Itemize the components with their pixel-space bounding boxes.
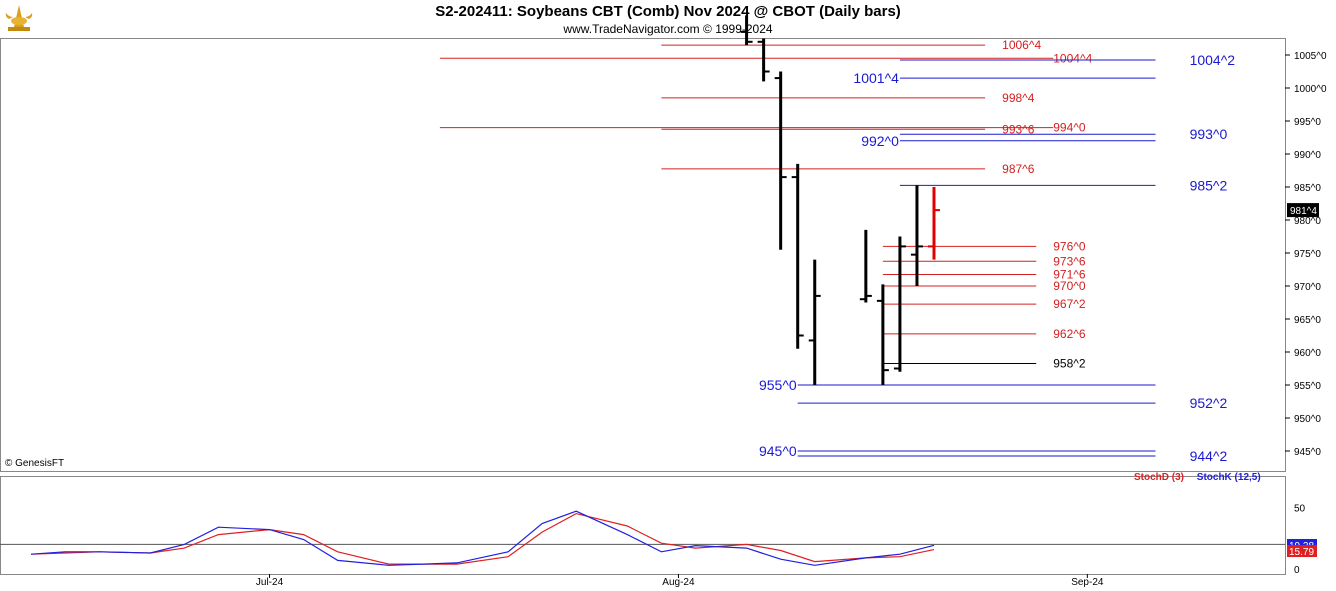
level-label: 993^0 xyxy=(1190,126,1228,142)
stoch-k-line xyxy=(30,510,935,566)
price-tick-label: 1005^0 xyxy=(1294,51,1327,62)
level-label: 952^2 xyxy=(1190,395,1228,411)
stoch-k-legend: StochK (12,5) xyxy=(1196,472,1261,483)
level-label: 955^0 xyxy=(759,377,797,393)
price-tick-label: 975^0 xyxy=(1294,249,1321,260)
level-label: 1004^4 xyxy=(1053,51,1092,65)
title-bar: S2-202411: Soybeans CBT (Comb) Nov 2024 … xyxy=(0,0,1336,38)
copyright-label: © GenesisFT xyxy=(5,458,65,469)
level-label: 944^2 xyxy=(1190,448,1228,464)
level-label: 994^0 xyxy=(1053,121,1086,135)
price-tick-label: 990^0 xyxy=(1294,150,1321,161)
golden-bull-icon xyxy=(5,5,33,31)
time-axis: Jul-24 Aug-24 Sep-24 xyxy=(256,574,1104,588)
price-axis: 1005^0 1000^0 995^0 990^0 985^0 980^0 975^0 970… xyxy=(1285,51,1327,458)
stoch-panel-frame xyxy=(0,476,1286,575)
last-price-label: 981^4 xyxy=(1290,206,1317,217)
price-tick-label: 1000^0 xyxy=(1294,84,1327,95)
price-tick-label: 980^0 xyxy=(1294,216,1321,227)
price-panel-frame xyxy=(0,38,1286,472)
stoch-tick-label: 50 xyxy=(1294,504,1306,515)
level-label: 971^6 xyxy=(1053,267,1086,281)
price-tick-label: 995^0 xyxy=(1294,117,1321,128)
level-label: 945^0 xyxy=(759,443,797,459)
level-label: 970^0 xyxy=(1053,279,1086,293)
level-label: 1004^2 xyxy=(1190,52,1236,68)
panel-frames xyxy=(0,38,1286,575)
stoch-d-legend: StochD (3) xyxy=(1134,472,1184,483)
time-tick-label: Jul-24 xyxy=(256,577,284,588)
level-label: 987^6 xyxy=(1002,162,1035,176)
level-label: 992^0 xyxy=(861,133,899,149)
level-label: 962^6 xyxy=(1053,327,1086,341)
stoch-tick-label: 0 xyxy=(1294,565,1300,576)
level-label: 958^2 xyxy=(1053,357,1086,371)
stoch-d-line xyxy=(30,512,935,565)
stoch-d-value-marker xyxy=(1287,545,1317,557)
price-tick-label: 970^0 xyxy=(1294,282,1321,293)
last-price-marker xyxy=(1287,203,1319,218)
level-label: 998^4 xyxy=(1002,91,1035,105)
level-label: 1006^4 xyxy=(1002,38,1041,52)
price-tick-label: 965^0 xyxy=(1294,315,1321,326)
price-tick-label: 950^0 xyxy=(1294,414,1321,425)
price-tick-label: 945^0 xyxy=(1294,447,1321,458)
level-label: 967^2 xyxy=(1053,297,1086,311)
price-bars xyxy=(740,15,940,385)
price-tick-label: 985^0 xyxy=(1294,183,1321,194)
level-label: 976^0 xyxy=(1053,239,1086,253)
level-label: 973^6 xyxy=(1053,254,1086,268)
price-tick-label: 960^0 xyxy=(1294,348,1321,359)
level-label: 985^2 xyxy=(1190,177,1228,193)
chart-subtitle: www.TradeNavigator.com © 1999-2024 xyxy=(563,22,773,36)
stoch-legend: StochD (3) StochK (12,5) xyxy=(1134,472,1261,483)
stoch-d-value: 15.79 xyxy=(1289,547,1314,558)
chart-title: S2-202411: Soybeans CBT (Comb) Nov 2024 … xyxy=(435,3,901,20)
time-tick-label: Aug-24 xyxy=(662,577,695,588)
time-tick-label: Sep-24 xyxy=(1071,577,1104,588)
level-label: 993^6 xyxy=(1002,122,1035,136)
stochastic-panel: 50019.2815.79 xyxy=(0,504,1317,576)
level-label: 1001^4 xyxy=(853,70,899,86)
price-tick-label: 955^0 xyxy=(1294,381,1321,392)
price-levels: 1006^4 1004^4 1004^2 1001^4 998^4 994^0 993^6 9… xyxy=(439,38,1236,464)
